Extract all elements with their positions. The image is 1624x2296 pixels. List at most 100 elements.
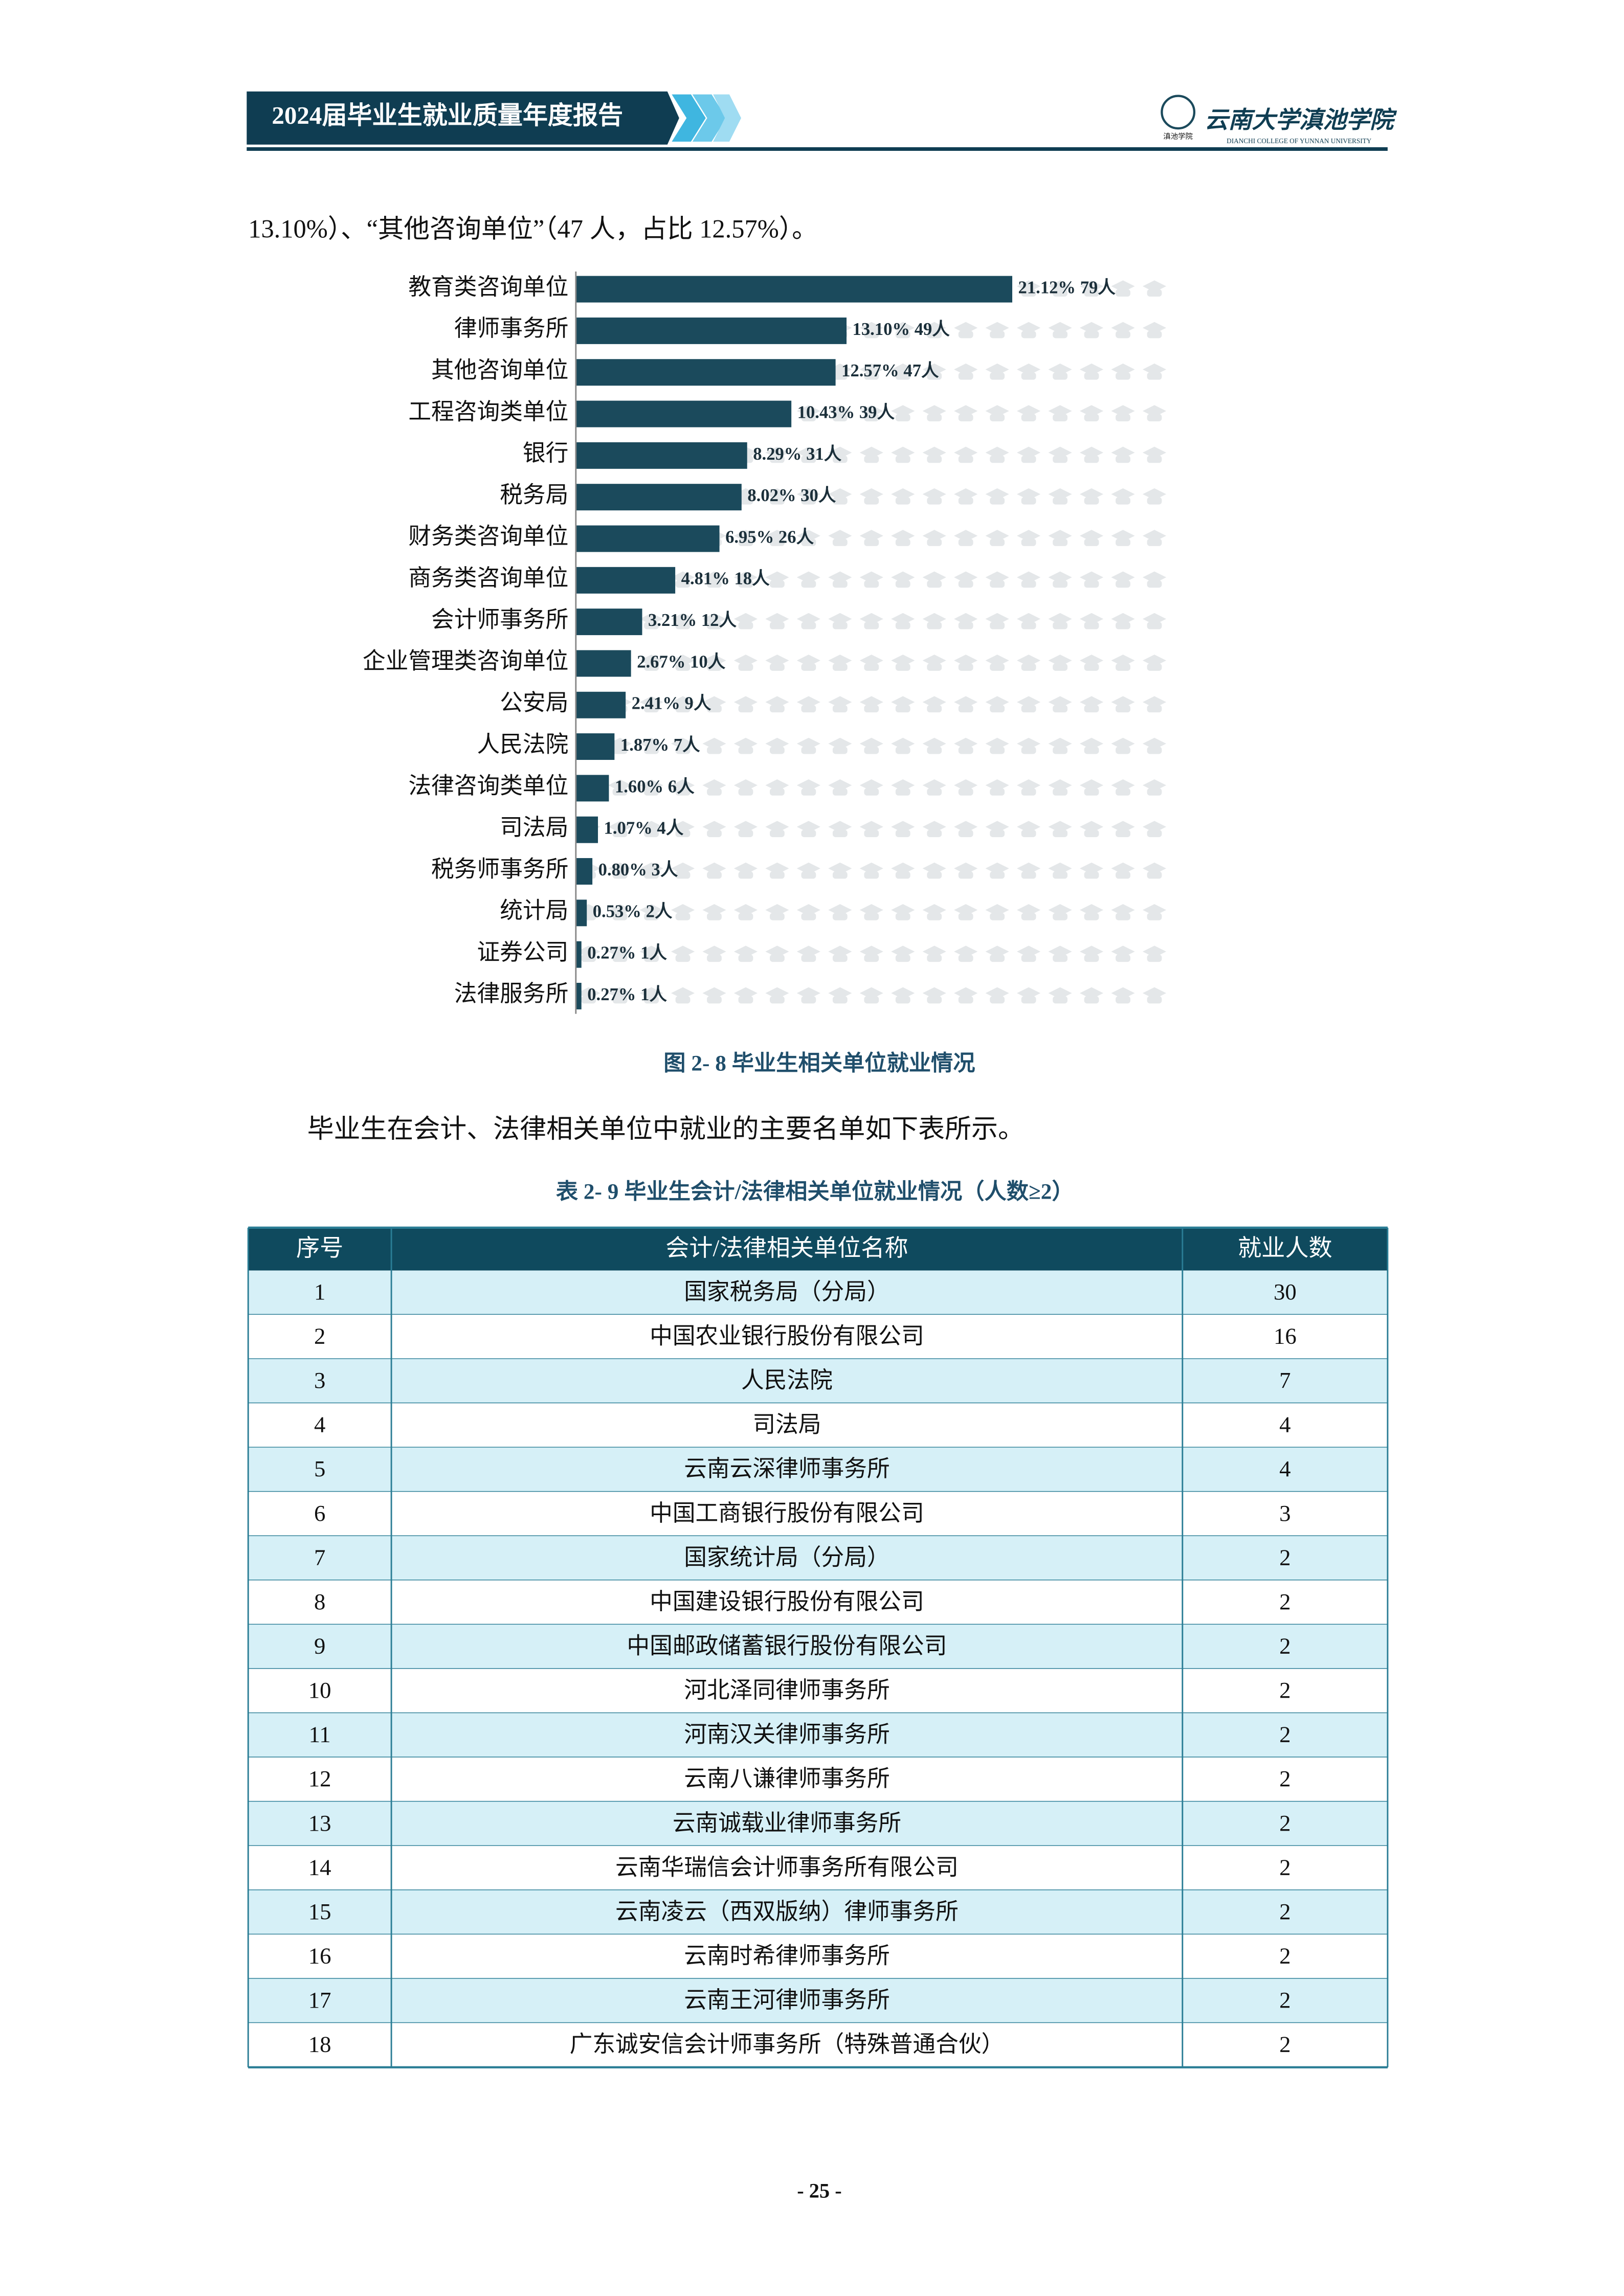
cap-icon bbox=[796, 571, 820, 583]
chevron bbox=[672, 94, 706, 142]
category-label: 财务类咨询单位 bbox=[408, 524, 568, 549]
cap-icon bbox=[769, 913, 785, 920]
cap-icon bbox=[828, 571, 852, 583]
cap-icon bbox=[985, 987, 1009, 999]
cap-icon bbox=[1147, 954, 1162, 962]
cap-icon bbox=[1111, 904, 1135, 916]
table-cell: 11 bbox=[309, 1722, 331, 1747]
cap-icon bbox=[1048, 821, 1072, 833]
cap-icon bbox=[922, 405, 946, 417]
cap-icon bbox=[612, 747, 628, 754]
header-band bbox=[247, 91, 679, 145]
table-cell: 2 bbox=[1279, 1899, 1291, 1924]
table-row-bg bbox=[248, 1669, 1388, 1714]
cap-icon bbox=[990, 372, 1005, 380]
category-label: 其他咨询单位 bbox=[431, 357, 568, 382]
value-label: 0.53% 2人 bbox=[593, 902, 673, 921]
chevron bbox=[692, 94, 727, 142]
cap-icon bbox=[1079, 405, 1104, 417]
cap-icon bbox=[576, 987, 600, 999]
cap-icon bbox=[644, 954, 659, 962]
cap-icon bbox=[608, 862, 632, 874]
cap-icon bbox=[990, 705, 1005, 713]
cap-icon bbox=[769, 622, 785, 629]
cap-icon bbox=[1053, 330, 1067, 339]
table-cell: 云南云深律师事务所 bbox=[684, 1456, 889, 1481]
cap-icon bbox=[796, 530, 820, 542]
category-label: 税务局 bbox=[500, 482, 568, 507]
cap-icon bbox=[707, 954, 722, 962]
cap-icon bbox=[985, 821, 1009, 833]
cap-icon bbox=[702, 987, 726, 999]
value-label: 0.27% 1人 bbox=[587, 985, 667, 1004]
cap-icon bbox=[895, 829, 910, 838]
cap-icon bbox=[801, 455, 816, 463]
cap-icon bbox=[796, 488, 820, 500]
cap-icon bbox=[859, 530, 883, 542]
cap-icon bbox=[864, 954, 879, 962]
cap-icon bbox=[1116, 871, 1130, 879]
chevron bbox=[713, 94, 741, 142]
cap-icon bbox=[1048, 613, 1072, 625]
cap-icon bbox=[1084, 871, 1099, 879]
cap-icon bbox=[1079, 613, 1104, 625]
cap-icon bbox=[639, 904, 663, 916]
cap-icon bbox=[796, 987, 820, 999]
cap-icon bbox=[958, 788, 973, 796]
cap-icon bbox=[707, 747, 722, 754]
table-cell: 云南华瑞信会计师事务所有限公司 bbox=[615, 1854, 959, 1880]
table-row-bg bbox=[248, 1978, 1388, 2023]
cap-icon bbox=[832, 580, 848, 588]
table-row-bg bbox=[248, 1447, 1388, 1492]
cap-icon bbox=[796, 904, 820, 916]
table-row-bg bbox=[248, 1359, 1388, 1404]
bar bbox=[575, 775, 609, 802]
table-row-bg bbox=[248, 1580, 1388, 1625]
cap-icon bbox=[671, 987, 695, 999]
cap-icon bbox=[864, 580, 879, 588]
table-cell: 16 bbox=[1274, 1323, 1297, 1349]
value-label: 1.60% 6人 bbox=[615, 777, 695, 796]
cap-icon bbox=[1147, 747, 1162, 754]
cap-icon bbox=[1079, 322, 1104, 334]
table-cell: 7 bbox=[1279, 1367, 1291, 1393]
cap-icon bbox=[675, 788, 691, 796]
paragraph: 毕业生在会计、法律相关单位中就业的主要名单如下表所示。 bbox=[307, 1115, 1025, 1144]
cap-icon bbox=[828, 737, 852, 750]
cap-icon bbox=[864, 871, 879, 879]
cap-icon bbox=[1048, 488, 1072, 500]
cap-icon bbox=[608, 779, 632, 792]
bar bbox=[575, 317, 847, 344]
cap-icon bbox=[895, 330, 910, 339]
cap-icon bbox=[922, 987, 946, 999]
cap-icon bbox=[702, 862, 726, 874]
logo-text: 滇池学院 bbox=[1163, 132, 1193, 141]
cap-icon bbox=[702, 571, 726, 583]
cap-icon bbox=[1021, 497, 1036, 505]
table-cell: 2 bbox=[1279, 1677, 1291, 1703]
table-cell: 云南时希律师事务所 bbox=[684, 1943, 889, 1968]
cap-icon bbox=[927, 580, 942, 588]
cap-icon bbox=[675, 996, 691, 1004]
cap-icon bbox=[702, 613, 726, 625]
cap-icon bbox=[859, 488, 883, 500]
cap-icon bbox=[1116, 996, 1130, 1004]
cap-icon bbox=[1048, 904, 1072, 916]
cap-icon bbox=[1147, 663, 1162, 671]
cap-icon bbox=[1116, 414, 1130, 421]
cap-icon bbox=[671, 946, 695, 958]
cap-icon bbox=[671, 904, 695, 916]
cap-icon bbox=[801, 871, 816, 879]
cap-icon bbox=[801, 747, 816, 754]
cap-icon bbox=[832, 622, 848, 629]
cap-icon bbox=[990, 622, 1005, 629]
cap-icon bbox=[895, 497, 910, 505]
cap-icon bbox=[576, 946, 600, 958]
bar bbox=[575, 691, 626, 718]
bar bbox=[575, 858, 593, 885]
cap-icon bbox=[990, 747, 1005, 754]
value-label: 8.29% 31人 bbox=[753, 444, 841, 464]
cap-icon bbox=[958, 372, 973, 380]
cap-icon bbox=[1079, 655, 1104, 667]
